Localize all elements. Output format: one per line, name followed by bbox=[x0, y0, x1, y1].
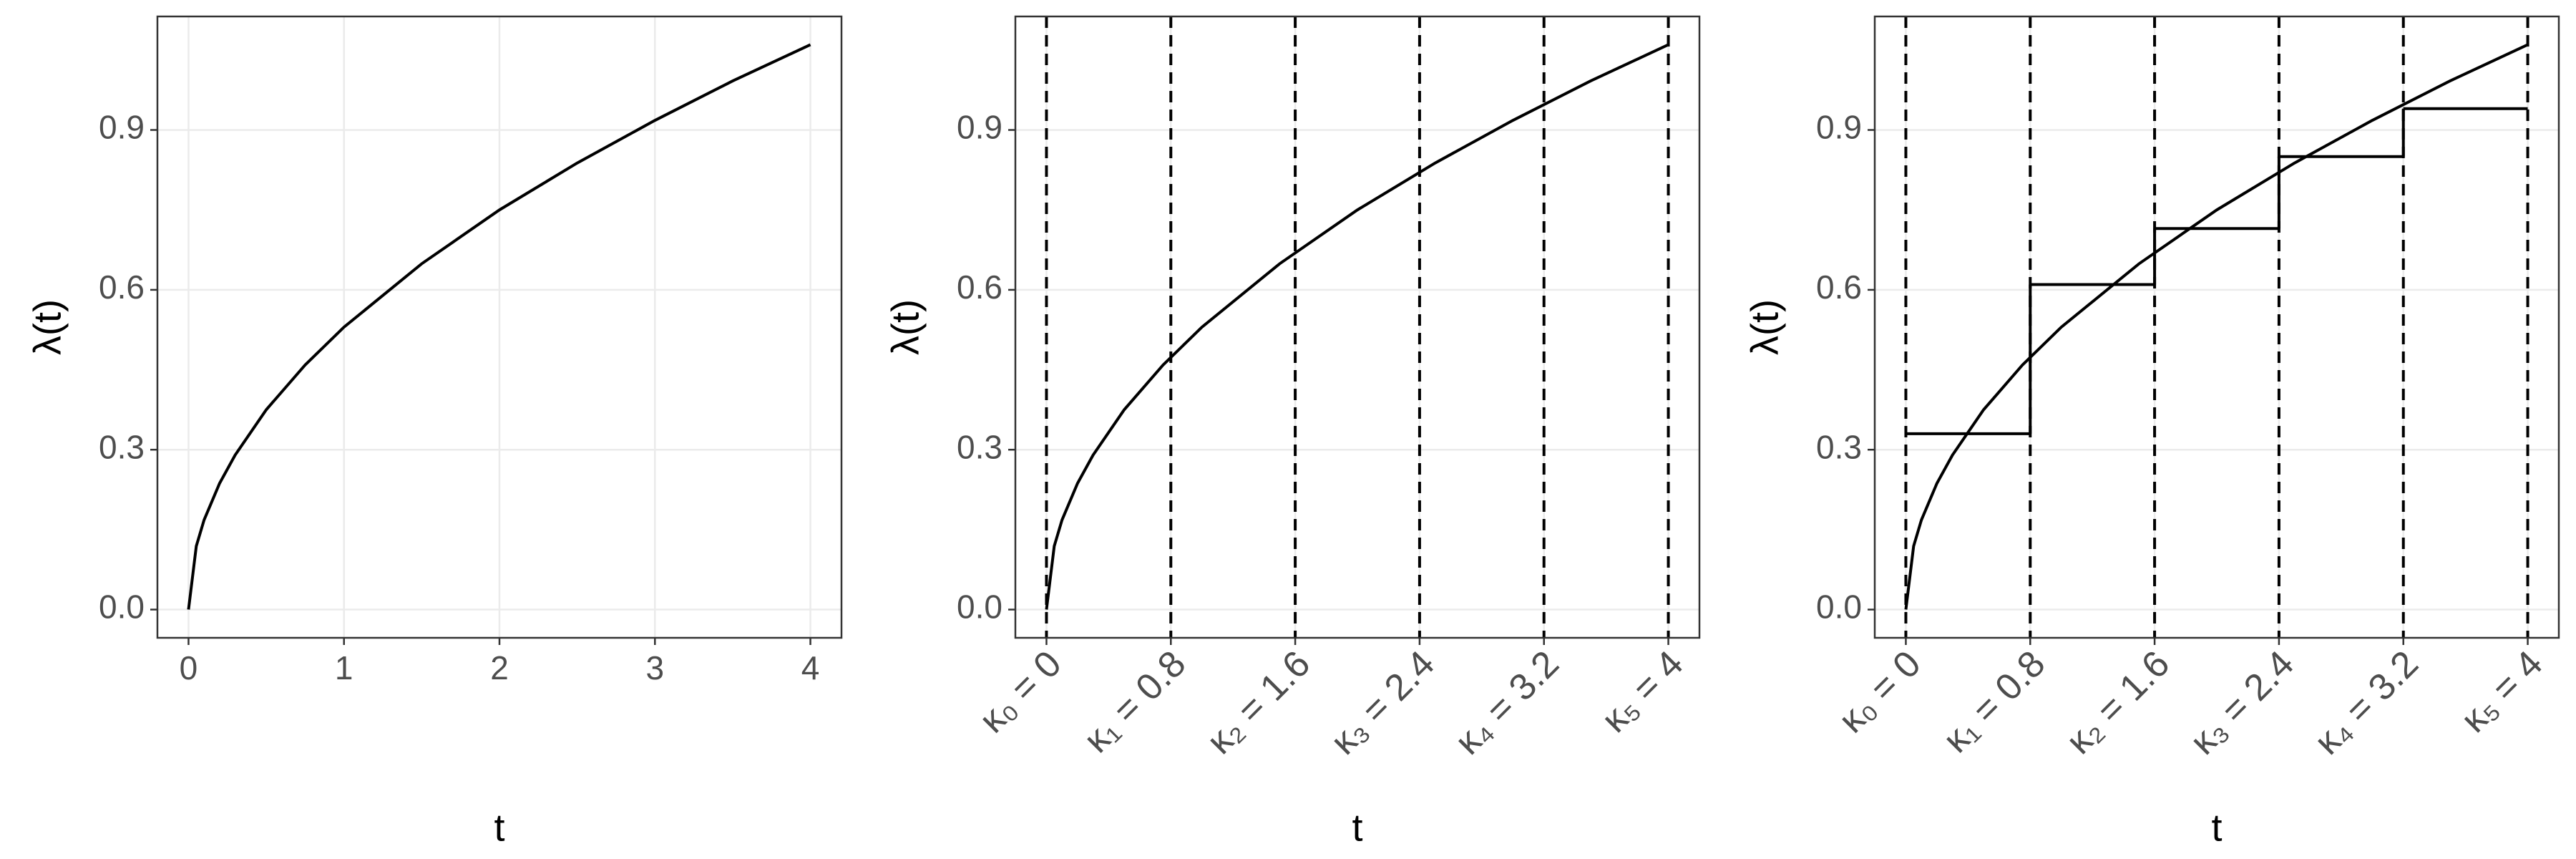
hazard-curve bbox=[1904, 43, 2529, 610]
x-tick-label: κ₃ = 2.4 bbox=[1323, 643, 1443, 762]
x-tick-label: κ₅ = 4 bbox=[1594, 643, 1692, 741]
y-axis-title: λ(t) bbox=[884, 299, 927, 355]
y-tick-label: 0.6 bbox=[957, 268, 1002, 306]
x-tick-label: κ₂ = 1.6 bbox=[2059, 643, 2178, 762]
y-tick-label: 0.3 bbox=[99, 428, 145, 465]
x-tick-label: κ₀ = 0 bbox=[972, 643, 1070, 741]
y-axis-title: λ(t) bbox=[1743, 299, 1786, 355]
panel-background bbox=[1015, 16, 1699, 638]
hazard-curve bbox=[187, 43, 811, 610]
x-tick-label: κ₄ = 3.2 bbox=[2306, 643, 2426, 762]
x-tick-label: κ₁ = 0.8 bbox=[1076, 643, 1194, 761]
x-tick-label: 3 bbox=[645, 649, 664, 686]
y-tick-label: 0.0 bbox=[1816, 588, 1862, 626]
y-tick-label: 0.0 bbox=[99, 588, 145, 626]
y-tick-label: 0.6 bbox=[99, 268, 145, 306]
x-tick-label: κ₁ = 0.8 bbox=[1936, 643, 2054, 761]
y-tick-label: 0.9 bbox=[957, 109, 1002, 146]
y-tick-label: 0.0 bbox=[957, 588, 1002, 626]
panel-border bbox=[1873, 15, 2560, 639]
y-tick-label: 0.3 bbox=[1816, 428, 1862, 465]
x-axis-title: t bbox=[1352, 806, 1362, 849]
panel-border bbox=[1014, 15, 1701, 639]
x-tick-label: κ₅ = 4 bbox=[2453, 643, 2551, 741]
x-tick-label: κ₂ = 1.6 bbox=[1199, 643, 1319, 762]
y-tick-label: 0.9 bbox=[99, 109, 145, 146]
x-axis-title: t bbox=[494, 806, 504, 849]
panel-border bbox=[156, 15, 843, 639]
panel-background bbox=[1875, 16, 2559, 638]
x-tick-label: κ₄ = 3.2 bbox=[1447, 643, 1566, 762]
y-tick-label: 0.9 bbox=[1816, 109, 1862, 146]
x-tick-label: 2 bbox=[490, 649, 509, 686]
y-tick-label: 0.3 bbox=[957, 428, 1002, 465]
hazard-curve bbox=[1045, 43, 1669, 610]
x-tick-label: κ₀ = 0 bbox=[1831, 643, 1929, 741]
y-axis-title: λ(t) bbox=[26, 299, 69, 355]
y-tick-label: 0.6 bbox=[1816, 268, 1862, 306]
x-tick-label: 4 bbox=[801, 649, 820, 686]
x-axis-title: t bbox=[2211, 806, 2222, 849]
x-tick-label: 1 bbox=[335, 649, 353, 686]
x-tick-label: 0 bbox=[180, 649, 198, 686]
x-tick-label: κ₃ = 2.4 bbox=[2182, 643, 2302, 762]
